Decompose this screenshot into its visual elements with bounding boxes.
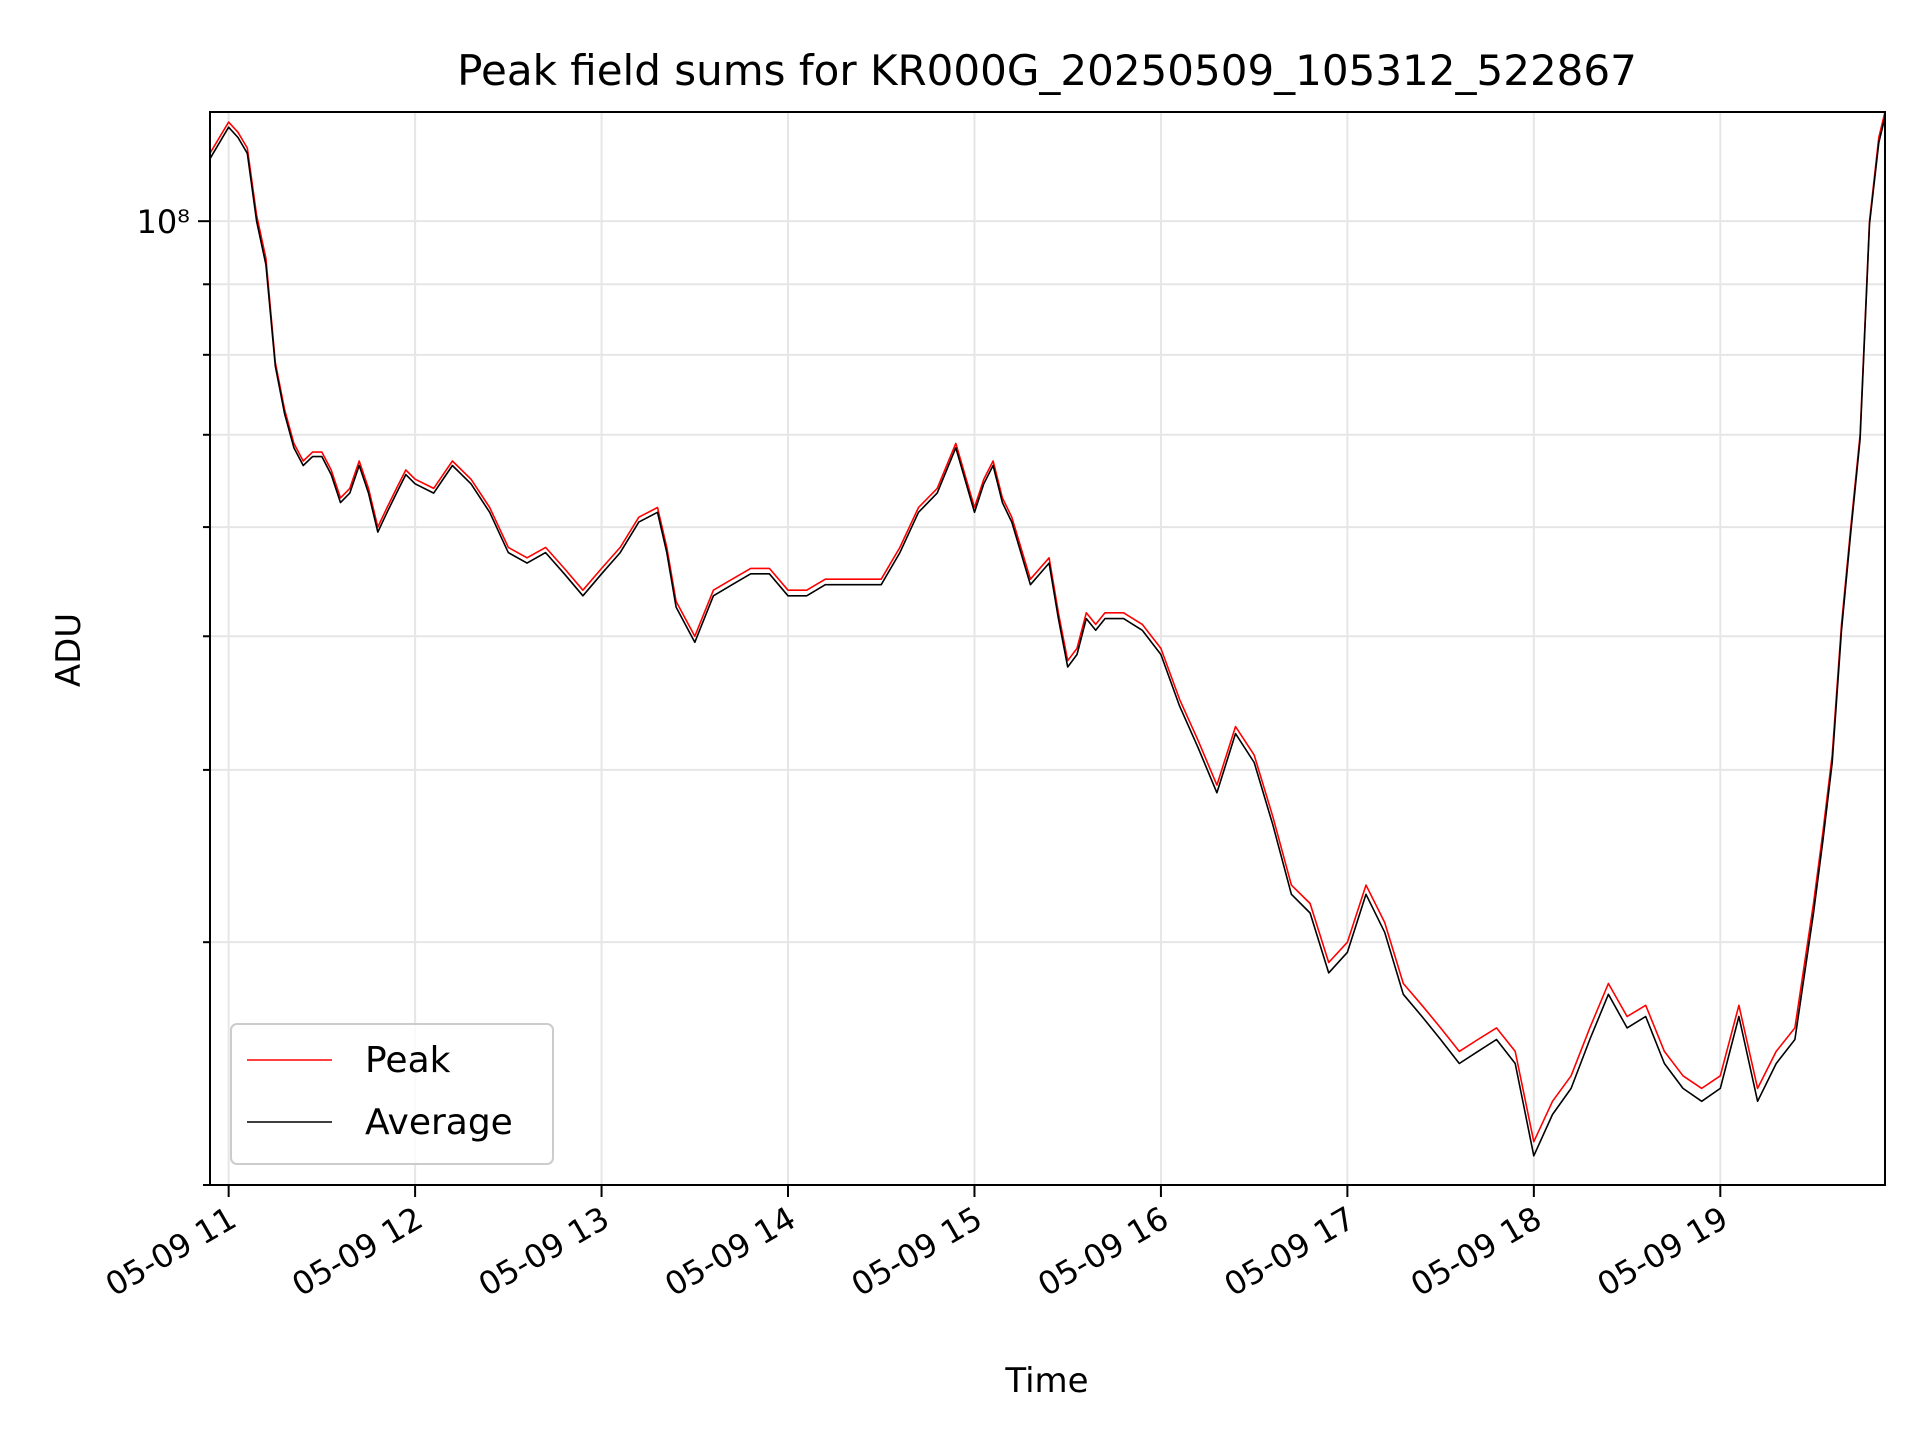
legend-box (230, 1023, 554, 1165)
y-tick-label: 10⁸ (136, 203, 190, 241)
legend: Peak Average (230, 1023, 554, 1165)
x-tick-label: 05-09 16 (1031, 1199, 1175, 1304)
y-axis-ticks: 10⁸ (136, 203, 210, 1186)
legend-label-average: Average (365, 1102, 513, 1143)
x-tick-label: 05-09 14 (658, 1199, 802, 1304)
chart-title: Peak field sums for KR000G_20250509_1053… (457, 46, 1637, 95)
x-tick-label: 05-09 13 (472, 1199, 616, 1304)
x-tick-label: 05-09 17 (1218, 1199, 1362, 1304)
series-lines (209, 111, 1886, 1157)
x-axis-label: Time (1004, 1361, 1088, 1401)
legend-label-peak: Peak (365, 1040, 451, 1081)
x-axis-ticks: 05-09 11 05-09 12 05-09 13 05-09 14 05-09 15… (99, 1185, 1734, 1304)
series-line-peak (209, 111, 1886, 1143)
y-axis-label: ADU (49, 613, 89, 687)
grid (210, 112, 1885, 1186)
series-line-average (209, 116, 1886, 1157)
x-tick-label: 05-09 19 (1591, 1199, 1735, 1304)
x-tick-label: 05-09 15 (845, 1199, 989, 1304)
x-tick-label: 05-09 12 (286, 1199, 430, 1304)
plot-frame (209, 111, 1886, 1186)
x-tick-label: 05-09 18 (1404, 1199, 1548, 1304)
x-tick-label: 05-09 11 (99, 1199, 243, 1304)
